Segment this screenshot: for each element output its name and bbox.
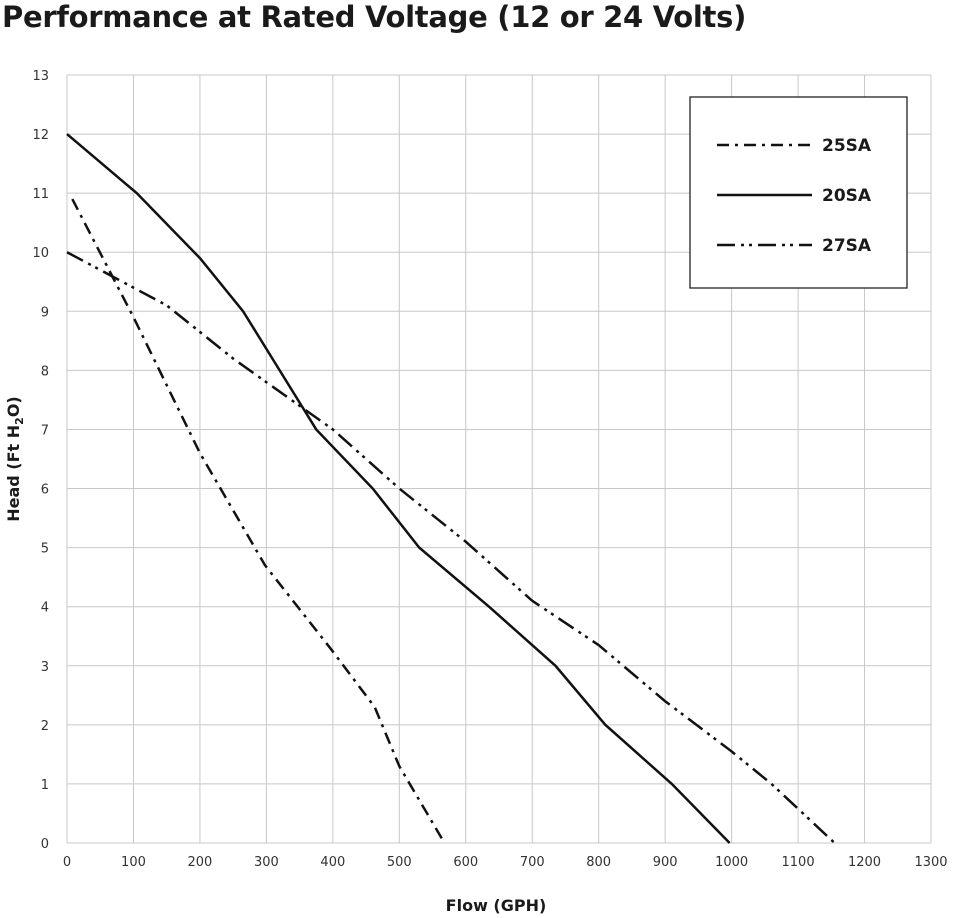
series-line-27SA [66, 251, 836, 844]
y-tick-label: 8 [41, 364, 49, 379]
x-tick-label: 0 [63, 855, 71, 870]
x-tick-label: 100 [121, 855, 146, 870]
x-tick-label: 600 [453, 855, 478, 870]
x-tick-label: 1000 [715, 855, 748, 870]
y-tick-label: 9 [41, 305, 49, 320]
x-tick-label: 800 [586, 855, 611, 870]
legend-label-20SA: 20SA [822, 186, 872, 206]
x-tick-label: 500 [387, 855, 412, 870]
legend-label-25SA: 25SA [822, 136, 872, 156]
y-tick-label: 12 [32, 128, 49, 143]
y-tick-label: 1 [41, 778, 49, 793]
legend: 25SA 20SA 27SA [689, 96, 908, 289]
y-tick-label: 6 [41, 483, 49, 498]
y-axis-label: Head (Ft H2O) [4, 396, 26, 522]
x-tick-label: 900 [653, 855, 678, 870]
x-tick-label: 1200 [848, 855, 881, 870]
y-tick-label: 11 [32, 187, 49, 202]
y-tick-label: 2 [41, 719, 49, 734]
y-tick-label: 4 [41, 601, 49, 616]
x-tick-label: 700 [520, 855, 545, 870]
x-tick-label: 200 [188, 855, 213, 870]
x-tick-label: 300 [254, 855, 279, 870]
x-tick-label: 1100 [782, 855, 815, 870]
tick-labels: 0 100 200 300 400 500 600 700 800 900 1000 1100 1200… [32, 69, 947, 870]
y-tick-label: 0 [41, 837, 49, 852]
y-tick-label: 5 [41, 542, 49, 557]
y-tick-label: 3 [41, 660, 49, 675]
y-tick-label: 10 [32, 246, 49, 261]
legend-label-27SA: 27SA [822, 236, 872, 256]
x-axis-label: Flow (GPH) [446, 896, 547, 915]
x-tick-label: 1300 [914, 855, 947, 870]
legend-box [689, 96, 908, 289]
y-tick-label: 13 [32, 69, 49, 84]
series-lines [66, 133, 836, 844]
series-line-25SA [71, 198, 446, 844]
chart-title: Performance at Rated Voltage (12 or 24 V… [2, 0, 747, 34]
y-tick-label: 7 [41, 423, 49, 438]
x-tick-label: 400 [320, 855, 345, 870]
series-line-20SA [66, 133, 731, 844]
